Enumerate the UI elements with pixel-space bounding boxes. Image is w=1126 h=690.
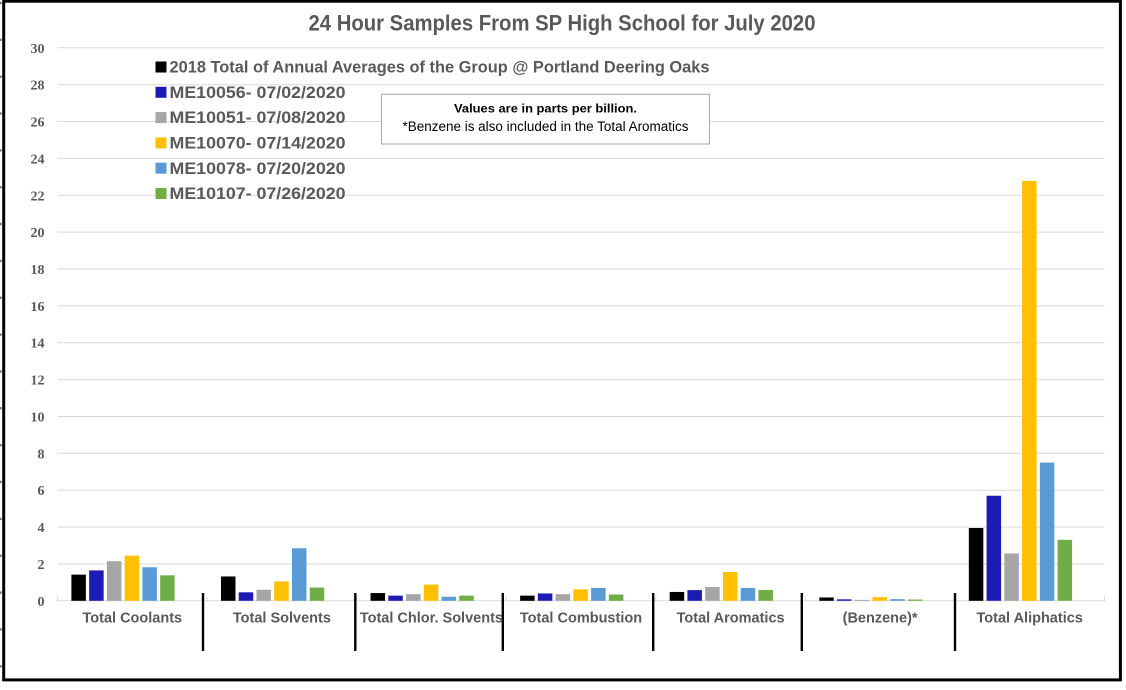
svg-text:ME10078- 07/20/2020: ME10078- 07/20/2020 (170, 160, 346, 178)
svg-text:0: 0 (38, 595, 45, 610)
svg-text:*Benzene is also included in t: *Benzene is also included in the Total A… (403, 119, 689, 134)
svg-text:Total Chlor. Solvents: Total Chlor. Solvents (360, 611, 503, 627)
svg-text:18: 18 (31, 263, 45, 278)
svg-text:26: 26 (31, 116, 45, 131)
svg-text:8: 8 (38, 447, 45, 462)
svg-text:22: 22 (31, 189, 45, 204)
svg-text:ME10056- 07/02/2020: ME10056- 07/02/2020 (170, 84, 346, 102)
svg-text:20: 20 (31, 226, 45, 241)
svg-text:Values are in parts per billio: Values are in parts per billion. (454, 103, 637, 115)
svg-text:ME10107- 07/26/2020: ME10107- 07/26/2020 (170, 185, 346, 203)
svg-text:2: 2 (38, 558, 45, 573)
svg-text:ME10070- 07/14/2020: ME10070- 07/14/2020 (170, 135, 346, 153)
svg-text:Total Combustion: Total Combustion (520, 611, 642, 627)
svg-text:2018 Total of Annual Averages: 2018 Total of Annual Averages of the Gro… (170, 59, 710, 77)
svg-text:Total Aliphatics: Total Aliphatics (977, 611, 1083, 627)
svg-text:Total Solvents: Total Solvents (233, 611, 331, 627)
svg-text:28: 28 (31, 79, 45, 94)
svg-text:30: 30 (31, 42, 45, 57)
svg-text:12: 12 (31, 374, 45, 389)
svg-text:24: 24 (31, 152, 45, 167)
svg-text:Total Aromatics: Total Aromatics (677, 611, 785, 627)
svg-text:10: 10 (31, 411, 45, 426)
svg-text:24 Hour Samples From SP High S: 24 Hour Samples From SP High School for … (309, 11, 816, 36)
svg-text:ME10051- 07/08/2020: ME10051- 07/08/2020 (170, 109, 346, 127)
svg-text:16: 16 (31, 300, 45, 315)
svg-text:(Benzene)*: (Benzene)* (843, 611, 918, 627)
svg-text:Total Coolants: Total Coolants (82, 611, 182, 627)
svg-text:14: 14 (31, 337, 45, 352)
svg-text:6: 6 (38, 484, 45, 499)
svg-text:4: 4 (38, 521, 45, 536)
